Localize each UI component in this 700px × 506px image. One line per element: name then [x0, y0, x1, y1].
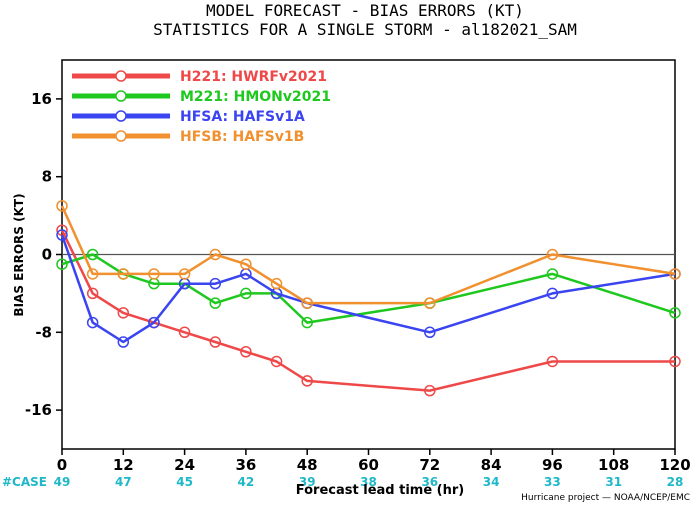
- series-line: [60, 234, 676, 344]
- data-point: [178, 326, 191, 339]
- series-hfsa: [56, 229, 681, 348]
- x-tick-label: 48: [297, 456, 318, 474]
- data-point: [240, 346, 252, 358]
- case-counts-row: #CASE 49 47 45 42 39 38 36 34 33 31 28: [2, 475, 683, 489]
- case-count: 45: [176, 475, 193, 489]
- data-point: [209, 277, 221, 290]
- data-point: [546, 287, 559, 300]
- data-point: [240, 287, 252, 300]
- data-point: [424, 297, 436, 309]
- data-point: [56, 258, 68, 270]
- y-axis: -16 -8 0 8 16: [25, 90, 62, 419]
- x-tick-label: 120: [659, 456, 690, 474]
- case-label: #CASE: [2, 475, 47, 489]
- data-point: [148, 316, 160, 329]
- x-tick-label: 60: [358, 456, 379, 474]
- x-tick-label: 72: [419, 456, 440, 474]
- legend-label: HFSA: HAFSv1A: [180, 109, 305, 125]
- x-tick-label: 84: [481, 456, 502, 474]
- y-tick-label: 8: [42, 168, 52, 186]
- legend-label: HFSB: HAFSv1B: [180, 129, 304, 145]
- y-tick-label: -16: [25, 401, 52, 419]
- data-point: [209, 336, 221, 348]
- data-point: [178, 268, 191, 280]
- data-point: [240, 258, 252, 270]
- case-count: 38: [360, 475, 377, 489]
- data-point: [86, 316, 99, 329]
- case-count: 49: [54, 475, 71, 489]
- data-point: [546, 268, 559, 280]
- data-point: [301, 297, 313, 309]
- case-count: 31: [605, 475, 622, 489]
- x-tick-label: 24: [174, 456, 195, 474]
- data-point: [86, 268, 99, 280]
- case-count: 33: [544, 475, 561, 489]
- case-count: 42: [238, 475, 255, 489]
- data-point: [424, 384, 436, 397]
- data-point: [209, 248, 221, 261]
- data-point: [86, 248, 99, 261]
- data-point: [301, 316, 313, 329]
- case-count: 39: [299, 475, 316, 489]
- data-point: [270, 277, 283, 290]
- case-count: 36: [421, 475, 438, 489]
- data-point: [424, 326, 436, 339]
- data-point: [117, 336, 130, 348]
- x-tick-label: 36: [235, 456, 256, 474]
- x-tick-label: 0: [57, 456, 67, 474]
- legend: H221: HWRFv2021 M221: HMONv2021 HFSA: HAFS…: [72, 69, 331, 145]
- y-tick-label: 0: [42, 246, 52, 264]
- x-axis-label: Forecast lead time (hr): [296, 483, 464, 498]
- data-point: [669, 355, 681, 368]
- case-count: 34: [483, 475, 500, 489]
- y-axis-label: BIAS ERRORS (KT): [12, 193, 26, 316]
- x-tick-label: 108: [598, 456, 629, 474]
- y-tick-label: -8: [35, 323, 52, 341]
- legend-label: M221: HMONv2021: [180, 89, 331, 105]
- data-point: [117, 307, 130, 319]
- case-count: 28: [667, 475, 684, 489]
- x-tick-label: 96: [542, 456, 563, 474]
- series-h221: [56, 224, 681, 397]
- data-point: [56, 200, 68, 212]
- data-point: [270, 355, 283, 368]
- x-tick-label: 12: [113, 456, 134, 474]
- chart-title: MODEL FORECAST - BIAS ERRORS (KT): [206, 1, 524, 20]
- data-point: [546, 355, 559, 368]
- legend-marker: [115, 130, 127, 142]
- legend-marker: [115, 70, 127, 82]
- data-point: [86, 287, 99, 300]
- series-line: [60, 229, 675, 392]
- legend-marker: [115, 90, 127, 102]
- data-point: [148, 268, 160, 280]
- case-count: 47: [115, 475, 132, 489]
- x-axis: 0 12 24 36 48 60 72 84 96 108 120: [57, 449, 691, 474]
- series-layer: [56, 200, 681, 397]
- data-point: [209, 297, 221, 309]
- chart-subtitle: STATISTICS FOR A SINGLE STORM - al182021…: [153, 20, 577, 39]
- y-tick-label: 16: [31, 90, 52, 108]
- data-point: [546, 248, 559, 261]
- data-point: [669, 268, 681, 280]
- data-point: [117, 268, 130, 280]
- data-point: [669, 307, 681, 319]
- series-line: [61, 253, 676, 324]
- legend-marker: [115, 110, 127, 122]
- data-point: [56, 229, 68, 241]
- series-hfsb: [56, 200, 681, 309]
- legend-label: H221: HWRFv2021: [180, 69, 327, 85]
- credit-text: Hurricane project — NOAA/NCEP/EMC: [521, 493, 690, 503]
- data-point: [301, 375, 313, 387]
